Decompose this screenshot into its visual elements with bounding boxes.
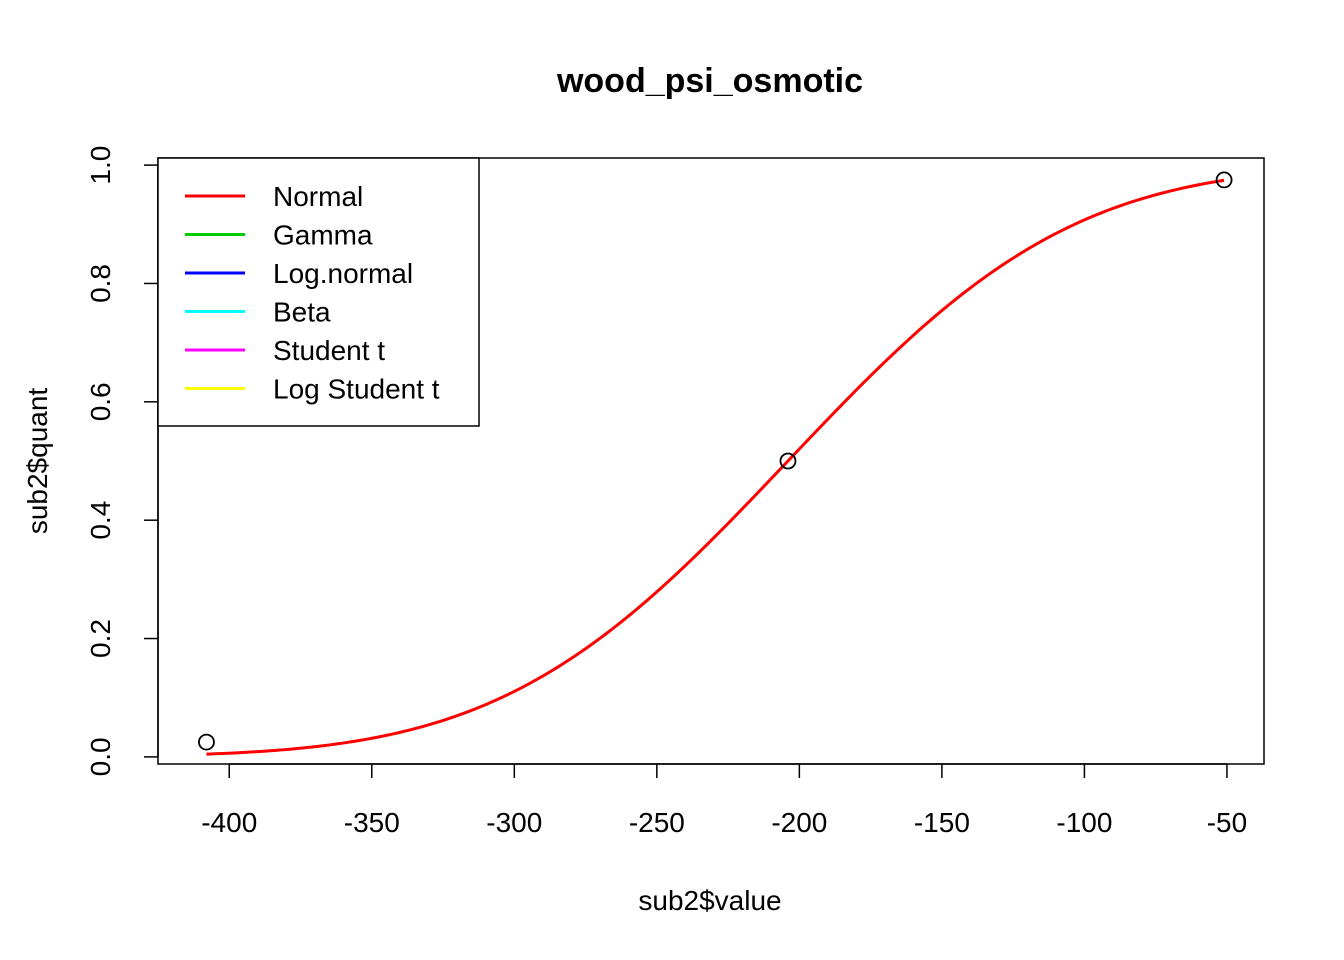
legend-label: Normal (273, 181, 363, 212)
chart-title: wood_psi_osmotic (556, 62, 863, 100)
legend-label: Log.normal (273, 258, 413, 289)
y-tick-label: 0.4 (85, 501, 116, 540)
legend: Normal Gamma Log.normal Beta Student t Log St… (157, 157, 480, 427)
y-tick-label: 0.2 (85, 619, 116, 658)
legend-label: Gamma (273, 220, 373, 251)
y-axis-label: sub2$quant (22, 388, 53, 535)
x-axis: -400 -350 -300 -250 -200 -150 -100 -50 (201, 763, 1247, 838)
legend-label: Log Student t (273, 374, 440, 405)
x-tick-label: -350 (344, 807, 400, 838)
x-tick-label: -50 (1207, 807, 1247, 838)
y-tick-label: 0.0 (85, 737, 116, 776)
series-line-normal (206, 178, 1225, 756)
data-point (1215, 171, 1233, 189)
data-point (198, 733, 215, 751)
y-axis: 0.0 0.2 0.4 0.6 0.8 1.0 (85, 146, 159, 776)
x-axis-label: sub2$value (638, 885, 781, 916)
x-tick-label: -100 (1056, 807, 1112, 838)
y-tick-label: 1.0 (85, 146, 116, 185)
x-tick-label: -300 (486, 807, 542, 838)
x-tick-label: -200 (771, 807, 827, 838)
legend-label: Student t (273, 335, 385, 366)
data-point (779, 452, 797, 470)
x-tick-label: -400 (201, 807, 257, 838)
legend-box (157, 157, 480, 427)
legend-label: Beta (273, 297, 331, 328)
series-layer (206, 178, 1225, 756)
x-tick-label: -250 (629, 807, 685, 838)
x-tick-label: -150 (914, 807, 970, 838)
y-tick-label: 0.8 (85, 264, 116, 303)
points-layer (198, 171, 1233, 751)
y-tick-label: 0.6 (85, 382, 116, 421)
